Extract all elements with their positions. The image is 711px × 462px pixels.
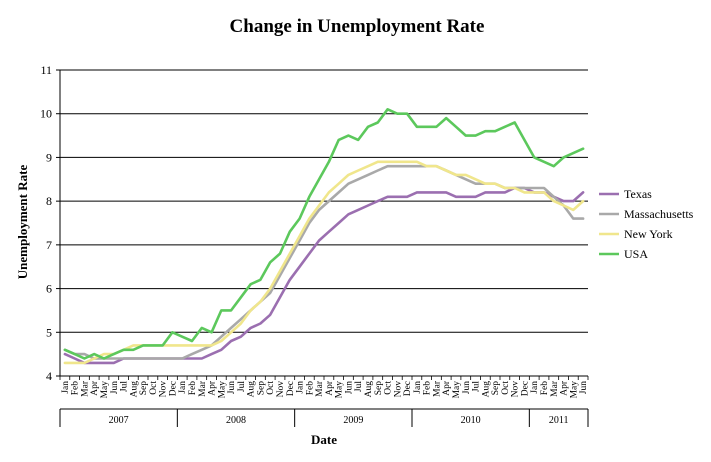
x-tick-label: Oct [266, 381, 276, 395]
x-tick-label: Dec [286, 381, 296, 396]
x-tick-label: Apr [325, 380, 335, 396]
y-tick-label: 7 [46, 238, 52, 252]
legend-label: Massachusetts [624, 207, 694, 221]
x-tick-label: Feb [305, 381, 315, 396]
y-tick-label: 10 [40, 107, 52, 121]
y-tick-label: 5 [46, 325, 52, 339]
x-tick-label: Jun [579, 381, 589, 394]
x-tick-label: Mar [550, 380, 560, 397]
x-tick-label: Nov [159, 381, 169, 398]
x-tick-label: Nov [393, 381, 403, 398]
legend-item: Texas [599, 187, 652, 201]
x-tick-label: Jul [472, 381, 482, 392]
x-tick-label: Dec [168, 381, 178, 396]
year-label: 2007 [109, 415, 129, 426]
y-tick-label: 4 [46, 369, 52, 383]
y-tick-label: 9 [46, 150, 52, 164]
x-tick-label: May [217, 381, 227, 399]
legend-item: New York [599, 227, 673, 241]
x-tick-label: Jul [354, 381, 364, 392]
year-label: 2009 [343, 415, 363, 426]
x-tick-label: Dec [520, 381, 530, 396]
x-tick-label: Jan [530, 381, 540, 394]
series-line-massachusetts [63, 164, 585, 360]
x-tick-label: Mar [80, 380, 90, 397]
x-tick-label: Jul [237, 381, 247, 392]
legend-label: Texas [624, 187, 652, 201]
x-tick-label: Sep [256, 381, 266, 396]
x-tick-label: Aug [129, 381, 139, 398]
x-tick-label: Jun [344, 381, 354, 394]
x-tick-label: Nov [511, 381, 521, 398]
x-tick-label: Sep [491, 381, 501, 396]
y-axis-label: Unemployment Rate [15, 165, 30, 280]
x-tick-label: Aug [247, 381, 257, 398]
series-line-usa [63, 108, 585, 360]
x-tick-label: Dec [403, 381, 413, 396]
x-axis-label: Date [311, 432, 337, 447]
x-axis: Jan Feb Mar Apr May Jun Jul Aug Sep Oct Nov Dec Jan F… [59, 376, 589, 427]
x-tick-label: Nov [276, 381, 286, 398]
x-tick-label: Oct [384, 381, 394, 395]
year-label: 2011 [549, 415, 569, 426]
x-tick-label: Feb [71, 381, 81, 396]
year-label: 2008 [226, 415, 246, 426]
legend-label: New York [624, 227, 673, 241]
gridlines [56, 69, 588, 377]
x-tick-label: Jan [178, 381, 188, 394]
series-line-texas [63, 186, 585, 365]
x-tick-label: May [452, 381, 462, 399]
x-tick-label: Apr [442, 380, 452, 396]
x-tick-label: Jul [120, 381, 130, 392]
y-tick-label: 6 [46, 282, 52, 296]
x-tick-label: Mar [198, 380, 208, 397]
x-tick-label: Jan [61, 381, 71, 394]
chart-title: Change in Unemployment Rate [230, 16, 485, 37]
x-tick-label: Apr [90, 380, 100, 396]
legend-label: USA [624, 247, 648, 261]
x-tick-label: Aug [364, 381, 374, 398]
x-tick-label: Sep [374, 381, 384, 396]
x-tick-label: May [100, 381, 110, 399]
series-lines [63, 108, 585, 365]
x-tick-label: Feb [423, 381, 433, 396]
x-tick-label: Feb [540, 381, 550, 396]
x-tick-label: Oct [501, 381, 511, 395]
x-tick-label: Apr [560, 380, 570, 396]
y-tick-label: 8 [46, 194, 52, 208]
x-tick-label: Mar [315, 380, 325, 397]
x-tick-label: Apr [208, 380, 218, 396]
x-tick-label: Mar [432, 380, 442, 397]
legend: Texas Massachusetts New York USA [599, 187, 694, 261]
legend-item: Massachusetts [599, 207, 694, 221]
x-tick-label: Jun [462, 381, 472, 394]
x-tick-label: Oct [149, 381, 159, 395]
legend-item: USA [599, 247, 648, 261]
x-tick-label: Aug [481, 381, 491, 398]
x-tick-label: May [335, 381, 345, 399]
y-tick-label: 11 [40, 63, 52, 77]
x-tick-label: Feb [188, 381, 198, 396]
year-label: 2010 [461, 415, 481, 426]
x-tick-label: Jan [296, 381, 306, 394]
x-tick-label: Jun [110, 381, 120, 394]
x-tick-label: Jun [227, 381, 237, 394]
x-tick-label: May [569, 381, 579, 399]
y-tick-labels: 4 5 6 7 8 9 10 11 [40, 63, 52, 383]
x-tick-label: Jan [413, 381, 423, 394]
x-tick-label: Sep [139, 381, 149, 396]
